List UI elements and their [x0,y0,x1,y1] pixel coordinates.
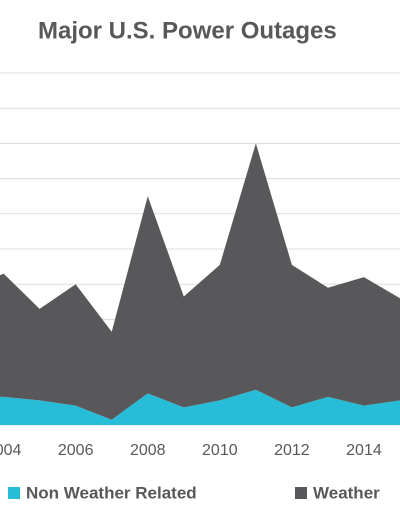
x-tick-label: 2008 [130,442,166,459]
x-tick-label: 2006 [58,442,94,459]
chart-title: Major U.S. Power Outages [38,17,337,44]
legend-label: Non Weather Related [26,483,197,502]
x-tick-label: 2004 [0,442,22,459]
area [0,389,400,425]
legend-swatch [295,487,307,499]
plot-area [0,143,400,425]
x-axis: 2004 2006 2008 2010 2012 2014 [0,442,382,459]
legend: Non Weather Related Weather [8,483,380,502]
legend-label: Weather [313,483,380,502]
x-tick-label: 2014 [346,442,382,459]
x-tick-label: 2010 [202,442,238,459]
area [0,143,400,420]
legend-swatch [8,487,20,499]
x-tick-label: 2012 [274,442,310,459]
